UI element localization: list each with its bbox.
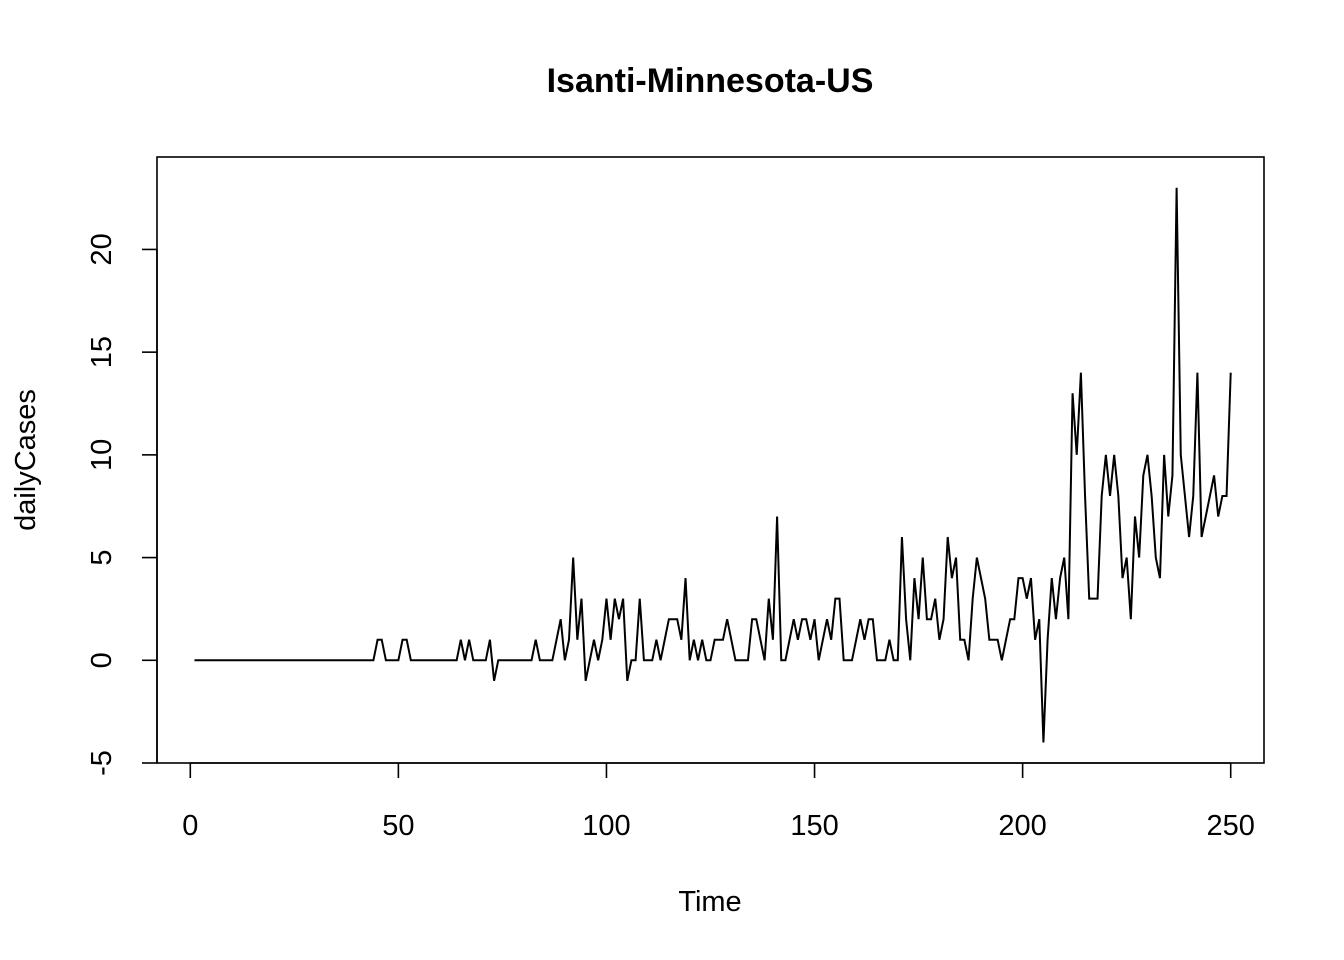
y-tick-label: 5 [86,550,118,566]
x-axis-label: Time [678,886,741,918]
y-tick-label: 20 [86,233,118,265]
x-axis: 0 50 100 150 200 250 [182,762,1255,842]
x-tick-label: 50 [382,810,414,842]
chart-title: Isanti-Minnesota-US [547,62,874,100]
y-tick-label: 10 [86,439,118,471]
x-tick-label: 250 [1207,810,1255,842]
plot-frame [156,156,1265,764]
x-tick-label: 100 [582,810,630,842]
x-tick-label: 0 [182,810,198,842]
y-tick-label: -5 [86,750,118,776]
series-layer [194,187,1232,743]
series-line-dailyCases [194,187,1232,743]
x-tick-label: 200 [998,810,1046,842]
y-tick-label: 15 [86,336,118,368]
y-tick-label: 0 [86,652,118,668]
x-tick-label: 150 [790,810,838,842]
y-axis: -5 0 5 10 15 20 [86,233,158,776]
y-axis-label: dailyCases [10,389,42,531]
